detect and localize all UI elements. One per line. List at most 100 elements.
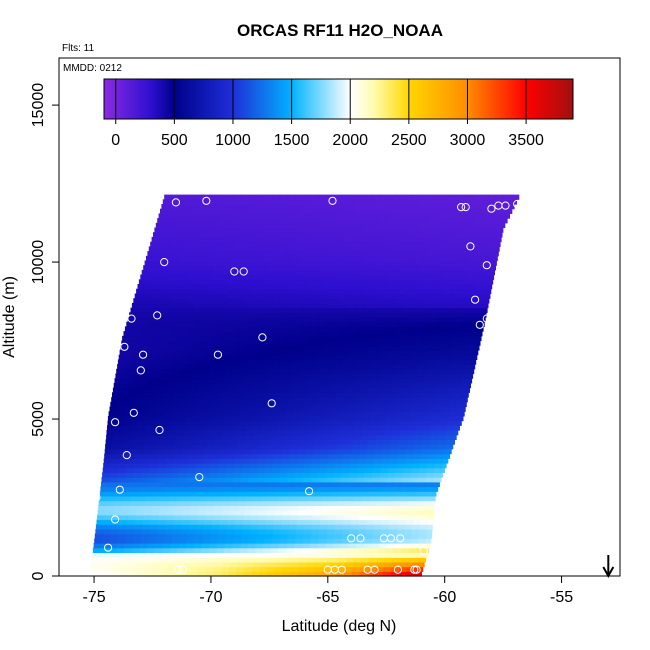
heatmap-cell: [408, 227, 418, 233]
heatmap-cell: [404, 458, 413, 464]
heatmap-cell: [380, 246, 389, 252]
heatmap-cell: [293, 486, 302, 492]
heatmap-cell: [399, 208, 408, 214]
heatmap-cell: [351, 392, 360, 398]
flight-track-point: [267, 399, 276, 408]
heatmap-cell: [280, 269, 289, 276]
heatmap-cell: [190, 505, 199, 511]
heatmap-cell: [221, 208, 230, 214]
heatmap-cell: [244, 236, 253, 243]
heatmap-cell: [329, 434, 339, 440]
heatmap-cell: [244, 444, 253, 450]
heatmap-cell: [193, 199, 202, 205]
heatmap-cell: [350, 293, 359, 299]
heatmap-cell: [185, 279, 194, 285]
heatmap-cell: [360, 505, 369, 511]
heatmap-cell: [424, 486, 433, 492]
heatmap-cell: [413, 448, 422, 455]
heatmap-cell: [395, 298, 404, 304]
heatmap-cell: [486, 251, 496, 257]
heatmap-cell: [126, 458, 136, 464]
heatmap-cell: [256, 274, 265, 280]
heatmap-cell: [280, 218, 289, 224]
heatmap-cell: [308, 373, 317, 379]
heatmap-cell: [243, 453, 252, 459]
heatmap-cell: [392, 378, 401, 384]
heatmap-cell: [465, 298, 474, 304]
heatmap-cell: [367, 236, 376, 243]
heatmap-cell: [218, 269, 228, 276]
heatmap-cell: [432, 279, 441, 285]
heatmap-cell: [99, 557, 108, 563]
heatmap-cell: [254, 486, 263, 492]
heatmap-cell: [463, 199, 472, 205]
heatmap-cell: [333, 406, 342, 412]
heatmap-cell: [403, 528, 413, 535]
heatmap-cell: [448, 251, 457, 257]
heatmap-cell: [152, 260, 161, 266]
heatmap-cell: [467, 265, 476, 271]
heatmap-cell: [393, 331, 402, 337]
heatmap-cell: [352, 510, 361, 516]
heatmap-cell: [380, 401, 389, 408]
heatmap-cell: [253, 425, 262, 431]
heatmap-cell: [286, 477, 295, 483]
heatmap-cell: [151, 288, 160, 294]
heatmap-cell: [427, 528, 433, 535]
heatmap-cell: [218, 321, 228, 327]
heatmap-cell: [150, 458, 159, 464]
heatmap-cell: [456, 274, 465, 280]
heatmap-cell: [500, 204, 510, 210]
heatmap-cell: [275, 340, 284, 346]
heatmap-cell: [280, 321, 289, 327]
heatmap-cell: [220, 265, 229, 271]
heatmap-cell: [326, 359, 335, 365]
heatmap-cell: [417, 251, 426, 257]
heatmap-cell: [279, 533, 289, 539]
heatmap-cell: [403, 533, 412, 539]
heatmap-cell: [437, 312, 446, 318]
heatmap-cell: [309, 302, 318, 309]
heatmap-cell: [214, 260, 223, 266]
heatmap-cell: [222, 284, 231, 290]
heatmap-cell: [376, 208, 385, 214]
heatmap-cell: [399, 312, 408, 318]
heatmap-cell: [214, 208, 223, 214]
heatmap-cell: [210, 246, 219, 252]
heatmap-cell: [252, 561, 262, 568]
heatmap-cell: [159, 387, 168, 393]
heatmap-cell: [356, 364, 365, 370]
heatmap-cell: [194, 274, 203, 280]
heatmap-cell: [400, 255, 409, 262]
heatmap-cell: [308, 486, 317, 492]
heatmap-cell: [193, 302, 202, 309]
heatmap-cell: [220, 392, 229, 398]
heatmap-cell: [94, 538, 103, 544]
heatmap-cell: [100, 486, 109, 492]
heatmap-cell: [251, 288, 261, 294]
heatmap-cell: [148, 467, 158, 473]
heatmap-cell: [418, 467, 428, 473]
heatmap-cell: [353, 561, 362, 568]
heatmap-cell: [396, 397, 405, 403]
heatmap-cell: [305, 345, 314, 351]
heatmap-cell: [313, 566, 323, 572]
heatmap-cell: [179, 401, 189, 408]
heatmap-cell: [329, 260, 338, 266]
heatmap-cell: [300, 204, 309, 210]
heatmap-cell: [305, 317, 314, 323]
heatmap-cell: [363, 411, 372, 417]
heatmap-cell: [407, 500, 416, 506]
heatmap-cell: [489, 241, 498, 247]
heatmap-cell: [158, 514, 168, 521]
heatmap-cell: [288, 269, 297, 276]
heatmap-cell: [305, 265, 314, 271]
heatmap-cell: [177, 279, 186, 285]
heatmap-cell: [396, 354, 405, 360]
heatmap-cell: [338, 307, 348, 313]
heatmap-cell: [444, 317, 453, 323]
heatmap-cell: [197, 236, 207, 243]
heatmap-cell: [183, 561, 192, 568]
heatmap-cell: [225, 326, 234, 332]
heatmap-cell: [385, 552, 394, 558]
